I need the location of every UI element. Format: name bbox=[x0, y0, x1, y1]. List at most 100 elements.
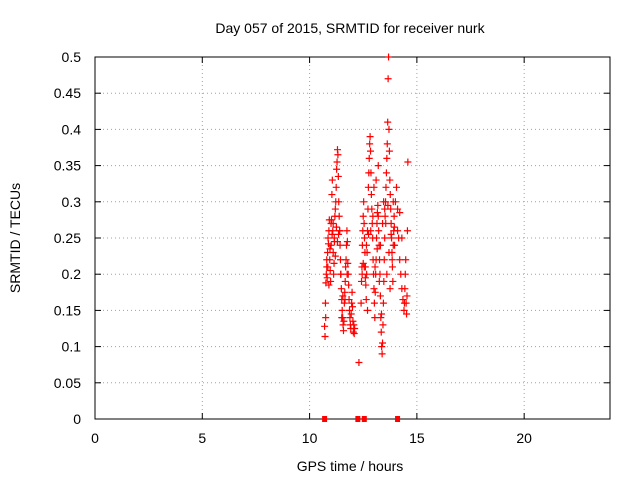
data-point bbox=[385, 125, 393, 133]
data-point bbox=[401, 270, 409, 278]
data-point bbox=[383, 140, 391, 148]
data-point bbox=[321, 332, 329, 340]
data-point bbox=[343, 238, 351, 246]
data-point bbox=[376, 241, 384, 249]
y-axis-label: SRMTID / TECUs bbox=[7, 183, 23, 293]
grid-layer bbox=[95, 57, 610, 419]
data-point bbox=[388, 263, 396, 271]
x-tick-label: 15 bbox=[409, 430, 425, 446]
data-point bbox=[394, 205, 402, 213]
data-point bbox=[386, 285, 394, 293]
data-point bbox=[328, 176, 336, 184]
data-point bbox=[372, 176, 380, 184]
data-point bbox=[345, 281, 353, 289]
data-point bbox=[329, 220, 337, 228]
data-point bbox=[373, 234, 381, 242]
data-point bbox=[370, 299, 378, 307]
data-point bbox=[327, 277, 335, 285]
data-point bbox=[346, 314, 354, 322]
data-point bbox=[331, 252, 339, 260]
data-point bbox=[379, 321, 387, 329]
data-point bbox=[403, 227, 411, 235]
data-point bbox=[322, 314, 330, 322]
y-tick-label: 0.1 bbox=[62, 339, 82, 355]
data-point bbox=[378, 343, 386, 351]
y-tick-label: 0 bbox=[73, 411, 81, 427]
data-point bbox=[362, 281, 370, 289]
data-point bbox=[334, 151, 342, 159]
data-point bbox=[396, 209, 404, 217]
data-point bbox=[321, 299, 329, 307]
data-point bbox=[365, 154, 373, 162]
data-point bbox=[389, 241, 397, 249]
y-tick-labels: 0 0.05 0.1 0.15 0.2 0.25 0.3 0.35 0.4 0.45 0.5 bbox=[54, 49, 81, 427]
data-point bbox=[338, 314, 346, 322]
x-tick-label: 0 bbox=[91, 430, 99, 446]
data-point bbox=[382, 169, 390, 177]
data-point bbox=[362, 241, 370, 249]
data-point bbox=[336, 227, 344, 235]
data-point bbox=[382, 183, 390, 191]
data-point bbox=[349, 317, 357, 325]
data-point bbox=[385, 248, 393, 256]
data-point bbox=[360, 198, 368, 206]
data-point bbox=[389, 277, 397, 285]
chart-title: Day 057 of 2015, SRMTID for receiver nur… bbox=[215, 20, 485, 36]
data-point bbox=[332, 183, 340, 191]
data-point bbox=[348, 299, 356, 307]
data-point bbox=[328, 191, 336, 199]
data-point bbox=[385, 147, 393, 155]
zero-value-marker bbox=[361, 416, 367, 422]
data-point bbox=[371, 263, 379, 271]
data-point bbox=[331, 205, 339, 213]
data-point bbox=[366, 140, 374, 148]
data-point bbox=[360, 263, 368, 271]
data-point bbox=[363, 248, 371, 256]
data-point bbox=[390, 223, 398, 231]
data-point bbox=[375, 227, 383, 235]
data-point bbox=[386, 191, 394, 199]
data-point bbox=[380, 198, 388, 206]
data-point bbox=[376, 292, 384, 300]
data-point bbox=[330, 259, 338, 267]
data-point bbox=[396, 256, 404, 264]
zero-value-marker bbox=[395, 416, 401, 422]
data-point bbox=[379, 339, 387, 347]
data-point bbox=[390, 212, 398, 220]
data-point bbox=[325, 281, 333, 289]
data-point bbox=[367, 169, 375, 177]
y-tick-label: 0.25 bbox=[54, 230, 81, 246]
data-point bbox=[342, 263, 350, 271]
data-point bbox=[322, 270, 330, 278]
data-point bbox=[401, 285, 409, 293]
data-point bbox=[326, 267, 334, 275]
data-point bbox=[349, 303, 356, 311]
y-tick-label: 0.45 bbox=[54, 85, 81, 101]
data-point bbox=[343, 270, 351, 278]
data-point bbox=[361, 274, 369, 282]
data-point bbox=[378, 350, 386, 358]
data-point bbox=[384, 75, 392, 83]
data-point bbox=[323, 274, 331, 282]
data-point bbox=[339, 327, 347, 335]
data-point bbox=[335, 198, 343, 206]
data-point bbox=[345, 306, 353, 314]
plot-frame bbox=[94, 56, 611, 420]
data-point bbox=[384, 118, 392, 126]
data-point bbox=[359, 259, 367, 267]
x-tick-label: 10 bbox=[302, 430, 318, 446]
data-point bbox=[403, 292, 411, 300]
data-point bbox=[337, 270, 345, 278]
data-point bbox=[348, 288, 356, 296]
y-tick-label: 0.3 bbox=[62, 194, 82, 210]
data-point bbox=[333, 165, 341, 173]
data-point bbox=[351, 325, 359, 332]
data-point bbox=[337, 285, 345, 293]
data-point bbox=[391, 198, 399, 206]
data-point bbox=[383, 270, 391, 278]
data-point bbox=[333, 158, 341, 166]
data-point bbox=[333, 238, 341, 246]
data-point bbox=[367, 227, 375, 235]
data-point bbox=[324, 263, 332, 271]
tick-layer bbox=[94, 56, 610, 420]
